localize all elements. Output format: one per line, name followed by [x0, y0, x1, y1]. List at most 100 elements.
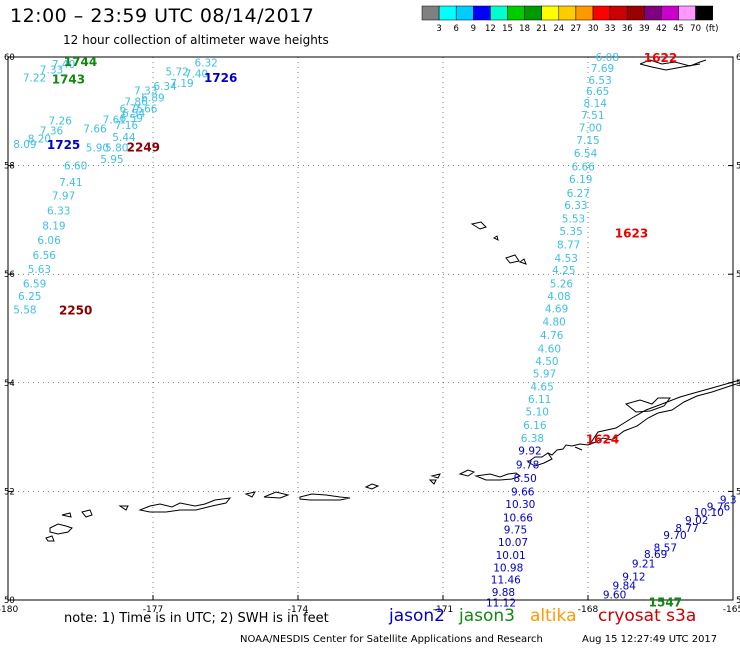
colorbar-tick: 15	[502, 24, 513, 34]
swh-value: 7.33	[40, 64, 63, 76]
x-tick-label: -165	[723, 605, 740, 615]
x-tick-label: -174	[288, 605, 309, 615]
swh-value: 6.59	[120, 113, 143, 125]
pass-time-label: 1744	[64, 55, 97, 69]
swh-value: 7.69	[591, 63, 614, 75]
swh-value: 9.3	[720, 495, 737, 507]
kodiak-area-coast	[624, 397, 671, 413]
pass-time-label: 1547	[649, 596, 682, 610]
colorbar-tick: 39	[639, 24, 650, 34]
colorbar-tick: 3	[436, 24, 441, 34]
pass-time-label: 1624	[586, 433, 619, 447]
swh-value: 8.19	[42, 220, 65, 232]
page-title: 12:00 – 23:59 UTC 08/14/2017	[10, 5, 315, 27]
pribilof-islands	[470, 221, 527, 265]
aleutian-fox-islands	[428, 469, 522, 485]
pass-time-label: 1743	[52, 73, 85, 87]
y-tick-label: 58	[736, 162, 740, 172]
generated-timestamp: Aug 15 12:27:49 UTC 2017	[582, 634, 718, 645]
y-tick-label: 58	[4, 162, 15, 172]
swh-value: 8.69	[644, 549, 667, 561]
swh-value: 4.80	[542, 316, 565, 328]
swh-value: 6.25	[18, 291, 41, 303]
colorbar-tick: 30	[588, 24, 599, 34]
swh-value: 9.88	[492, 587, 515, 599]
credit-line: NOAA/NESDIS Center for Satellite Applica…	[240, 634, 543, 645]
swh-value: 6.33	[564, 200, 587, 212]
swh-value: 10.01	[496, 550, 526, 562]
legend-cryosat-s3a: cryosat s3a	[598, 606, 697, 626]
colorbar-tick: 9	[471, 24, 476, 34]
nunivak-coast	[639, 59, 707, 71]
swh-value: 7.00	[579, 123, 602, 135]
swh-value: 9.12	[622, 572, 645, 584]
y-tick-label: 52	[736, 487, 740, 497]
swh-value: 9.21	[632, 559, 655, 571]
swh-value: 9.75	[504, 524, 527, 536]
swh-value: 5.58	[13, 304, 36, 316]
swh-value: 9.76	[707, 502, 731, 514]
swh-value: 10.10	[694, 507, 724, 519]
swh-value: 9.78	[516, 459, 539, 471]
pass-time-label: 1622	[644, 51, 677, 65]
swh-value: 6.54	[574, 148, 598, 160]
x-tick-label: -177	[143, 605, 163, 615]
swh-value: 7.16	[115, 120, 139, 132]
colorbar-unit: (ft)	[706, 24, 719, 34]
swh-value: 8.50	[513, 473, 536, 485]
colorbar-tick: 70	[690, 24, 701, 34]
swh-value: 8.14	[584, 98, 608, 110]
x-tick-label: -180	[0, 605, 18, 615]
swh-value: 6.16	[523, 420, 547, 432]
swh-value: 6.65	[586, 86, 609, 98]
y-tick-label: 52	[4, 487, 15, 497]
colorbar-tick: 24	[553, 24, 564, 34]
swh-value: 10.30	[505, 499, 535, 511]
swh-value: 10.66	[503, 512, 533, 524]
colorbar-tick: 36	[622, 24, 633, 34]
aleutian-rat-islands	[118, 483, 380, 513]
y-tick-label: 56	[4, 270, 15, 280]
swh-value: 7.66	[134, 104, 158, 116]
swh-value: 6.38	[521, 433, 544, 445]
swh-value: 9.60	[603, 590, 626, 602]
swh-value: 6.56	[33, 250, 57, 262]
swh-value: 9.84	[613, 580, 637, 592]
swh-value: 8.20	[28, 133, 51, 145]
track-jason3-southeast: 9.39.7610.109.028.779.708.578.699.219.12…	[603, 495, 737, 610]
track-jason3: 7.407.337.22 7.267.368.208.09 6.60 7.417.97…	[13, 55, 97, 317]
map-frame	[7, 56, 734, 601]
aleutian-near-islands	[45, 509, 93, 542]
swh-value: 8.77	[675, 523, 698, 535]
alaska-peninsula-coast	[588, 379, 740, 445]
colorbar-tick: 18	[519, 24, 530, 34]
swh-value: 9.92	[518, 446, 541, 458]
y-tick-label: 54	[4, 379, 15, 389]
pass-time-label: 1725	[47, 138, 80, 152]
swh-value: 6.08	[596, 52, 619, 64]
swh-value: 10.98	[493, 562, 523, 574]
y-tick-label: 60	[736, 53, 740, 63]
swh-value: 9.70	[663, 530, 686, 542]
swh-value: 5.26	[550, 278, 574, 290]
colorbar-tick: 12	[485, 24, 496, 34]
swh-value: 9.66	[511, 486, 535, 498]
colorbar-tick: 33	[605, 24, 616, 34]
colorbar-swatch	[695, 5, 713, 21]
swh-value: 4.60	[538, 344, 561, 356]
colorbar-tick: 27	[570, 24, 581, 34]
swh-value: 5.44	[112, 132, 136, 144]
swh-value: 5.35	[559, 226, 582, 238]
swh-value: 4.25	[552, 265, 575, 277]
colorbar-tick: 21	[536, 24, 547, 34]
swh-value: 6.53	[588, 75, 611, 87]
wave-height-colorbar: 3 6 9 12 15 18 21 24 27 30 33 36 39 42 45 70 (ft)	[421, 5, 719, 34]
y-tick-label: 56	[736, 270, 740, 280]
pass-time-label: 2249	[127, 141, 160, 155]
swh-value: 5.53	[562, 213, 585, 225]
swh-value: 6.89	[141, 93, 164, 105]
aleutian-andreanof-islands	[244, 491, 351, 501]
swh-value: 8.09	[13, 139, 36, 151]
swh-value: 11.12	[486, 598, 516, 610]
